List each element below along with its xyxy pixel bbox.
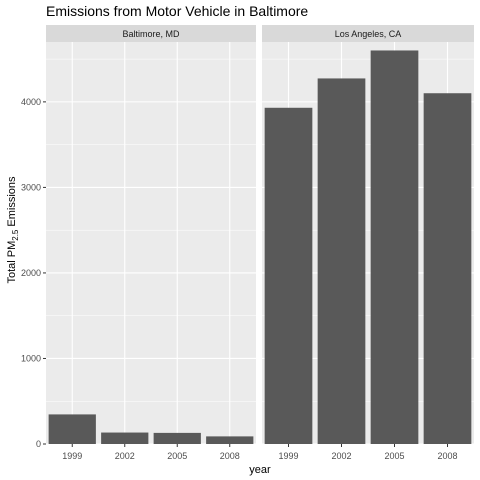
facet-strip-label: Baltimore, MD xyxy=(122,29,180,39)
bar-1999 xyxy=(264,107,313,444)
y-tick-label: 2000 xyxy=(21,268,41,278)
x-tick-label: 2008 xyxy=(437,451,457,461)
bar-2005 xyxy=(153,432,201,444)
x-tick-label: 2008 xyxy=(220,451,240,461)
bar-2002 xyxy=(317,78,366,445)
y-axis: 0 1000 2000 3000 4000 xyxy=(21,97,46,449)
y-axis-title-suffix: Emissions xyxy=(6,176,18,230)
chart-title: Emissions from Motor Vehicle in Baltimor… xyxy=(46,3,308,19)
y-axis-title-subscript: 2.5 xyxy=(11,229,20,241)
y-tick-label: 3000 xyxy=(21,182,41,192)
y-axis-title-prefix: Total PM xyxy=(6,241,18,284)
x-tick-label: 1999 xyxy=(62,451,82,461)
bar-2008 xyxy=(423,93,472,445)
y-tick-label: 0 xyxy=(36,439,41,449)
facet-baltimore-md: Baltimore, MD 1999 2002 2005 2008 xyxy=(46,25,256,461)
x-axis-title: year xyxy=(249,464,271,476)
bar-2005 xyxy=(370,50,419,445)
x-tick-label: 2002 xyxy=(115,451,135,461)
facet-strip xyxy=(262,25,474,42)
x-tick-label: 2005 xyxy=(167,451,187,461)
panel-background xyxy=(46,42,256,444)
y-tick-label: 4000 xyxy=(21,97,41,107)
x-tick-label: 2005 xyxy=(384,451,404,461)
x-tick-label: 2002 xyxy=(331,451,351,461)
facet-los-angeles-ca: Los Angeles, CA 1999 2002 2005 2008 xyxy=(262,25,474,461)
x-tick-label: 1999 xyxy=(278,451,298,461)
y-axis-title: Total PM2.5 Emissions xyxy=(6,176,20,284)
facet-strip xyxy=(46,25,256,42)
bar-2008 xyxy=(206,436,254,444)
bar-1999 xyxy=(48,414,96,444)
bar-2002 xyxy=(101,432,149,444)
y-tick-label: 1000 xyxy=(21,353,41,363)
facet-strip-label: Los Angeles, CA xyxy=(335,29,402,39)
